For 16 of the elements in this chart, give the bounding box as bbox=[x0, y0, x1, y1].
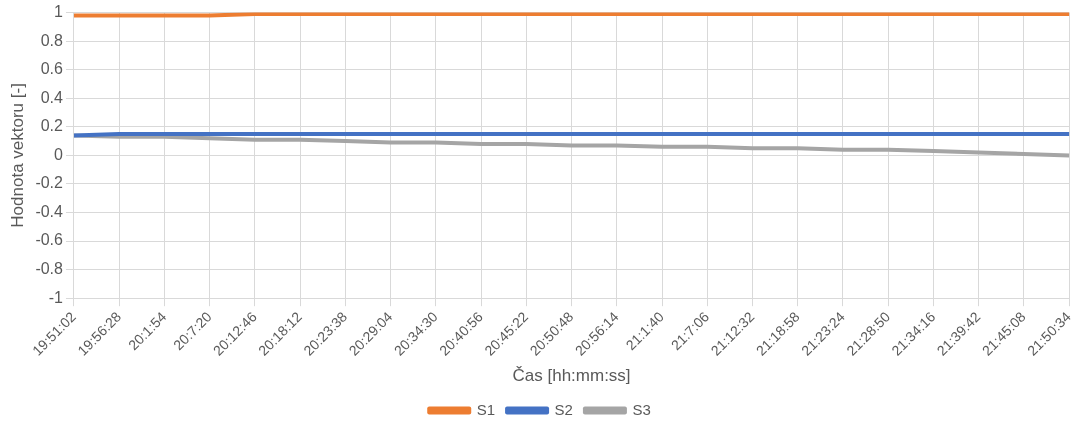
x-axis-title: Čas [hh:mm:ss] bbox=[512, 366, 631, 386]
y-tick-label: 1 bbox=[54, 3, 64, 21]
y-tick-label: 0.6 bbox=[40, 60, 64, 78]
y-tick-label: 0.2 bbox=[40, 117, 64, 135]
legend-label: S3 bbox=[632, 400, 651, 418]
y-tick-label: -0.4 bbox=[35, 202, 64, 220]
y-tick-label: -1 bbox=[48, 288, 64, 306]
y-tick-label: 0 bbox=[54, 145, 64, 163]
y-tick-label: -0.2 bbox=[35, 174, 64, 192]
legend-label: S2 bbox=[554, 400, 573, 418]
y-axis-title: Hodnota vektoru [-] bbox=[7, 83, 27, 228]
legend-label: S1 bbox=[476, 400, 496, 418]
y-tick-label: -0.8 bbox=[35, 260, 64, 278]
y-tick-label: -0.6 bbox=[35, 231, 64, 249]
y-tick-label: 0.4 bbox=[40, 88, 64, 106]
y-tick-label: 0.8 bbox=[40, 31, 64, 49]
